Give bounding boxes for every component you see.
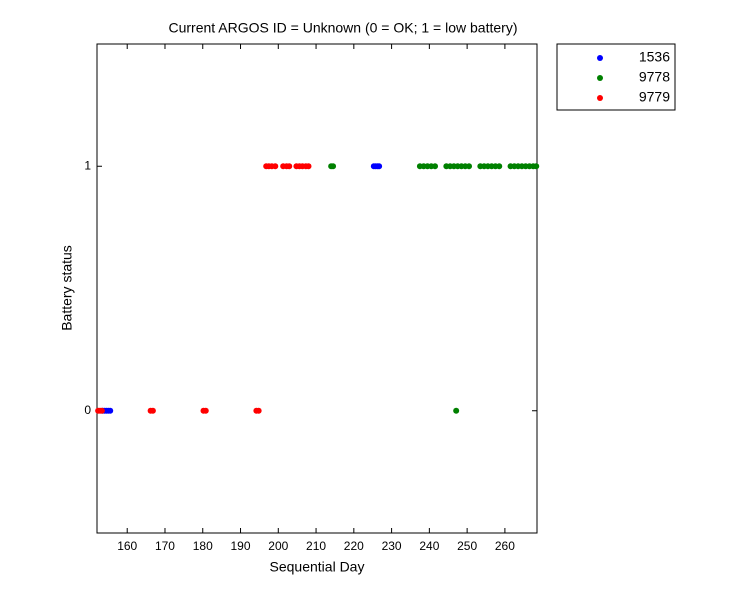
legend-label: 1536 bbox=[639, 49, 670, 65]
point bbox=[496, 163, 503, 170]
x-tick-label: 250 bbox=[457, 539, 477, 553]
point bbox=[432, 163, 439, 170]
point bbox=[466, 163, 473, 170]
x-axis-label: Sequential Day bbox=[270, 559, 365, 575]
chart-title: Current ARGOS ID = Unknown (0 = OK; 1 = … bbox=[169, 20, 518, 36]
y-axis-label: Battery status bbox=[59, 245, 75, 331]
legend-marker bbox=[597, 95, 603, 101]
legend-marker bbox=[597, 75, 603, 81]
point bbox=[533, 163, 540, 170]
y-tick-label: 0 bbox=[84, 403, 91, 417]
legend-marker bbox=[597, 55, 603, 61]
plot-frame bbox=[96, 43, 538, 534]
point bbox=[255, 407, 262, 414]
x-tick-label: 190 bbox=[231, 539, 251, 553]
point bbox=[202, 407, 209, 414]
x-tick-label: 200 bbox=[268, 539, 288, 553]
point bbox=[286, 163, 293, 170]
x-tick-label: 220 bbox=[344, 539, 364, 553]
point bbox=[107, 407, 114, 414]
legend-box bbox=[556, 43, 676, 111]
point bbox=[305, 163, 312, 170]
x-tick-label: 180 bbox=[193, 539, 213, 553]
x-tick-label: 170 bbox=[155, 539, 175, 553]
x-tick-label: 260 bbox=[495, 539, 515, 553]
point bbox=[149, 407, 156, 414]
point bbox=[330, 163, 337, 170]
legend-label: 9779 bbox=[639, 89, 670, 105]
x-tick-label: 230 bbox=[382, 539, 402, 553]
x-tick-label: 240 bbox=[419, 539, 439, 553]
point bbox=[272, 163, 279, 170]
point bbox=[376, 163, 383, 170]
y-tick-label: 1 bbox=[84, 158, 91, 172]
x-tick-label: 210 bbox=[306, 539, 326, 553]
point bbox=[98, 407, 105, 414]
x-tick-label: 160 bbox=[117, 539, 137, 553]
legend-label: 9778 bbox=[639, 69, 670, 85]
point bbox=[453, 407, 460, 414]
